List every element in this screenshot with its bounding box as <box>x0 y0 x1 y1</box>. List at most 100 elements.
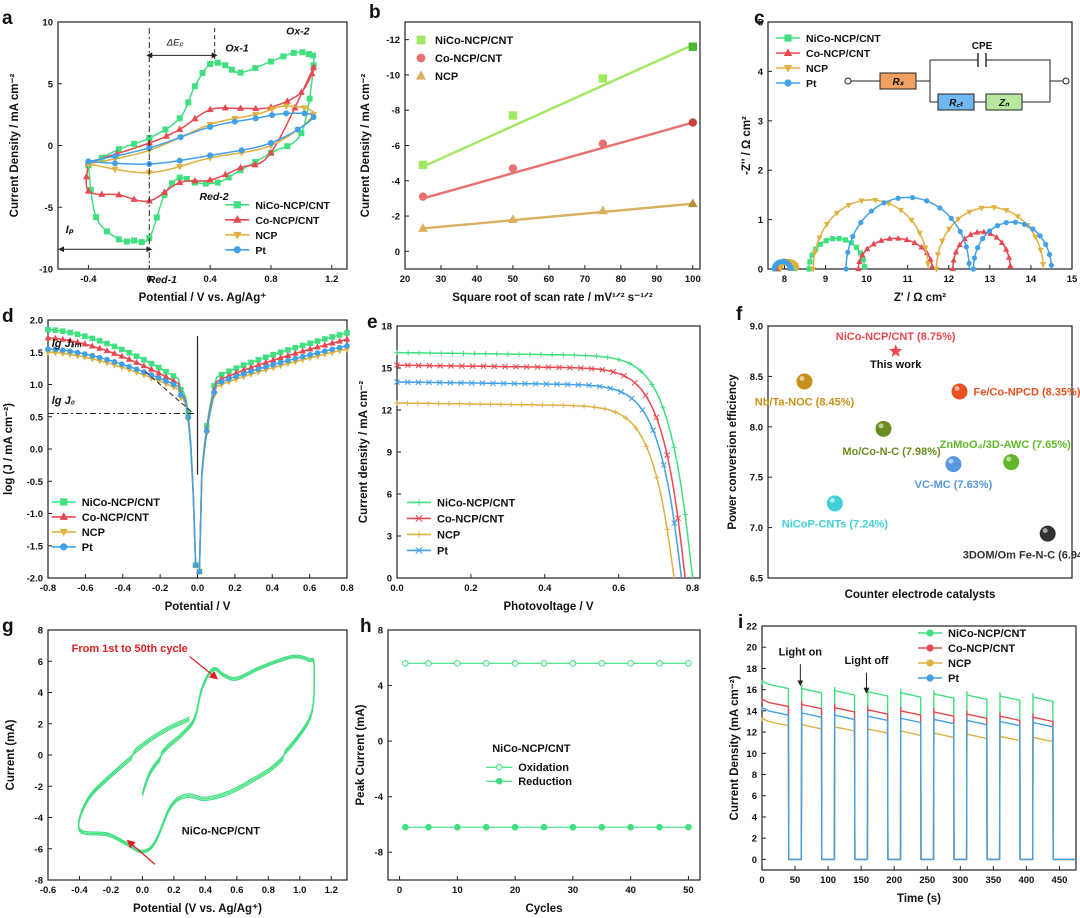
y-axis-label: Current density / mA cm⁻² <box>358 381 370 524</box>
data-point <box>482 660 490 667</box>
data-point <box>543 381 550 387</box>
data-point <box>560 402 566 408</box>
data-point <box>233 201 241 209</box>
data-point <box>267 58 274 65</box>
y-tick-label: 4 <box>752 812 758 823</box>
x-tick-label: 0.4 <box>538 583 552 594</box>
y-tick-label: 16 <box>746 685 757 696</box>
x-tick-label: -0.8 <box>40 583 56 594</box>
data-point <box>939 238 946 245</box>
data-point <box>233 373 240 380</box>
x-tick-label: 400 <box>1018 875 1034 886</box>
legend-entry: NiCo-NCP/CNT <box>255 200 330 212</box>
data-point <box>416 350 422 356</box>
data-point <box>859 251 866 258</box>
data-point <box>415 362 422 369</box>
data-point <box>270 351 276 358</box>
y-tick-label: 22 <box>746 622 757 633</box>
data-label: This work <box>870 359 922 371</box>
data-point <box>916 230 923 237</box>
legend-entry: NiCo-NCP/CNT <box>806 33 881 45</box>
data-point <box>593 353 600 359</box>
y-tick-label: 1.0 <box>30 380 43 391</box>
tafel-curve <box>48 337 197 566</box>
data-point-highlight <box>1042 528 1048 534</box>
ref-line <box>144 371 195 414</box>
data-point <box>426 379 432 386</box>
data-point <box>1043 241 1049 248</box>
annotation: Iₚ <box>66 224 74 236</box>
y-tick-label: 10 <box>746 749 757 760</box>
data-point <box>240 370 247 377</box>
data-point <box>237 69 244 76</box>
y-axis-label: Peak Current (mA) <box>355 704 367 805</box>
panel-letter: g <box>2 616 14 637</box>
data-point <box>104 356 110 363</box>
y-tick-label: -12 <box>386 35 400 46</box>
data-point <box>248 368 254 375</box>
data-point <box>783 65 793 73</box>
fit-line <box>422 43 694 168</box>
y-tick-label: 0 <box>387 574 392 585</box>
data-point <box>549 352 555 358</box>
data-point <box>909 194 916 201</box>
y-tick-label: 12 <box>381 406 392 417</box>
data-point <box>163 378 169 384</box>
data-point <box>176 115 183 122</box>
data-point <box>577 365 584 371</box>
y-tick-label: -6 <box>35 844 43 855</box>
x-tick-label: 60 <box>544 274 555 285</box>
data-point <box>1037 247 1044 254</box>
data-point <box>948 215 954 221</box>
y-tick-label: -4 <box>392 176 401 187</box>
data-point <box>653 414 660 421</box>
panel-i: 0 50 100 150 200 250 300 350 400 450 0 2 4 6 8 10 12 14 16… <box>729 612 1077 905</box>
data-point <box>160 188 169 195</box>
data-point <box>937 205 943 211</box>
data-point <box>508 164 518 173</box>
data-point <box>130 195 138 202</box>
data-point <box>810 266 817 273</box>
plot-frame <box>57 21 348 270</box>
y-tick-label: -10 <box>39 265 53 276</box>
x-tick-label: 300 <box>952 875 968 886</box>
data-point <box>267 148 275 156</box>
data-point <box>118 352 126 359</box>
data-point <box>886 235 893 241</box>
data-point <box>449 350 456 356</box>
rs-label: Rₛ <box>893 77 905 88</box>
data-point <box>560 352 566 358</box>
y-tick-label: -0.5 <box>27 477 44 488</box>
cv-cycle <box>77 657 315 851</box>
y-tick-label: -1.5 <box>27 541 44 552</box>
data-point <box>415 499 423 506</box>
y-tick-label: 6.5 <box>750 574 764 585</box>
data-point <box>283 97 291 104</box>
data-point <box>529 402 535 408</box>
x-axis-label: Potential (V vs. Ag/Ag⁺) <box>133 903 262 915</box>
data-point <box>534 364 541 371</box>
data-point <box>394 400 400 406</box>
data-point <box>427 350 433 356</box>
terminal <box>844 77 852 85</box>
data-point <box>112 160 119 167</box>
x-tick-label: 0.6 <box>303 583 316 594</box>
wire <box>929 59 1063 103</box>
x-tick-label: 0 <box>147 274 152 285</box>
data-point <box>284 351 292 358</box>
data-point <box>950 256 957 263</box>
data-point <box>487 401 494 407</box>
data-point <box>1032 234 1039 241</box>
data-point <box>784 34 792 42</box>
data-point <box>807 259 813 265</box>
data-point <box>299 342 306 349</box>
data-point <box>185 414 192 421</box>
data-point <box>285 357 291 364</box>
data-point <box>199 70 206 77</box>
data-point <box>540 823 548 831</box>
data-point <box>328 339 336 346</box>
y-tick-label: 0 <box>758 265 763 276</box>
data-label: Fe/Co-NPCD (8.35%) <box>974 387 1080 399</box>
data-point <box>59 512 68 520</box>
data-point <box>850 233 856 240</box>
